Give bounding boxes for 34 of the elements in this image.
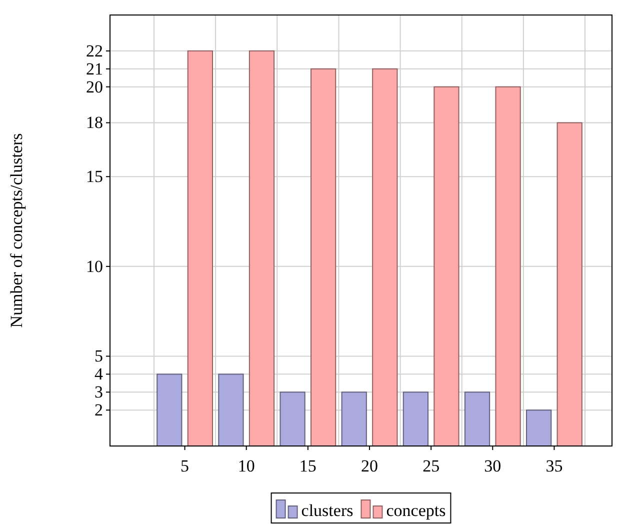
x-tick-label: 5 — [180, 456, 190, 476]
bar — [372, 68, 398, 446]
y-tick-label: 2 — [94, 400, 103, 420]
y-tick-label: 20 — [86, 77, 103, 96]
x-tick-label: 30 — [484, 456, 502, 476]
y-tick-label: 21 — [86, 59, 103, 78]
y-tick-label: 15 — [86, 167, 103, 186]
y-tick-label: 4 — [94, 364, 104, 384]
bar — [402, 392, 428, 446]
x-tick-label: 10 — [238, 456, 255, 476]
x-tick-label: 25 — [422, 456, 440, 476]
y-tick-label: 3 — [94, 382, 103, 402]
bar — [248, 50, 275, 446]
y-tick-label: 22 — [86, 41, 103, 60]
legend-label: clusters — [301, 501, 354, 520]
bar — [434, 86, 460, 446]
bar — [156, 374, 182, 446]
x-tick-label: 35 — [546, 456, 563, 476]
legend-label: concepts — [386, 501, 446, 520]
bar — [187, 50, 213, 446]
bar — [280, 392, 306, 446]
y-tick-label: 5 — [94, 346, 103, 366]
y-axis-title: Number of concepts/clusters — [7, 133, 26, 328]
x-tick-label: 15 — [299, 456, 316, 476]
y-tick-label: 10 — [86, 256, 103, 276]
bar — [218, 374, 244, 446]
bar — [310, 68, 336, 446]
bar — [341, 392, 367, 446]
y-tick-label: 18 — [86, 113, 103, 132]
bar — [526, 410, 552, 446]
bar — [556, 122, 582, 446]
bar — [495, 86, 521, 446]
x-tick-label: 20 — [361, 456, 378, 476]
bar — [464, 392, 490, 446]
